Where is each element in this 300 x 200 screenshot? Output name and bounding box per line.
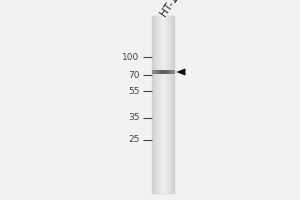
Bar <box>155 70 156 74</box>
Bar <box>169 70 170 74</box>
Bar <box>164 16 165 194</box>
Bar <box>174 16 175 194</box>
Text: 70: 70 <box>128 71 140 79</box>
Bar <box>153 16 154 194</box>
Text: 55: 55 <box>128 86 140 96</box>
Bar <box>169 16 170 194</box>
Bar <box>171 16 172 194</box>
Bar <box>157 70 158 74</box>
Bar <box>155 16 156 194</box>
Bar <box>152 70 153 74</box>
Bar <box>174 70 175 74</box>
Bar <box>173 70 174 74</box>
Bar <box>165 70 166 74</box>
Bar <box>159 70 160 74</box>
Bar <box>164 70 165 74</box>
Bar <box>163 70 164 74</box>
Bar <box>152 16 175 194</box>
Bar <box>159 16 160 194</box>
Bar <box>157 16 158 194</box>
Text: 35: 35 <box>128 114 140 122</box>
Bar <box>162 70 163 74</box>
Text: 25: 25 <box>128 136 140 144</box>
Bar <box>160 70 161 74</box>
Bar <box>161 70 162 74</box>
Bar <box>152 16 153 194</box>
Bar <box>154 16 155 194</box>
Bar <box>158 16 159 194</box>
Bar <box>163 16 164 194</box>
Bar <box>167 70 168 74</box>
Bar <box>156 16 157 194</box>
Bar <box>171 70 172 74</box>
Bar <box>172 16 173 194</box>
Text: HT-1080: HT-1080 <box>158 0 191 18</box>
Bar <box>166 16 167 194</box>
Bar <box>165 16 166 194</box>
Bar <box>161 16 162 194</box>
Text: 100: 100 <box>122 52 140 62</box>
Bar <box>173 16 174 194</box>
Bar <box>168 16 169 194</box>
Polygon shape <box>176 68 185 76</box>
Bar <box>172 70 173 74</box>
Bar <box>156 70 157 74</box>
Bar <box>154 70 155 74</box>
Bar <box>158 70 159 74</box>
Bar <box>166 70 167 74</box>
Bar <box>162 16 163 194</box>
Bar <box>168 70 169 74</box>
Bar <box>170 16 171 194</box>
Bar <box>153 70 154 74</box>
Bar <box>167 16 168 194</box>
Bar <box>170 70 171 74</box>
Bar <box>160 16 161 194</box>
